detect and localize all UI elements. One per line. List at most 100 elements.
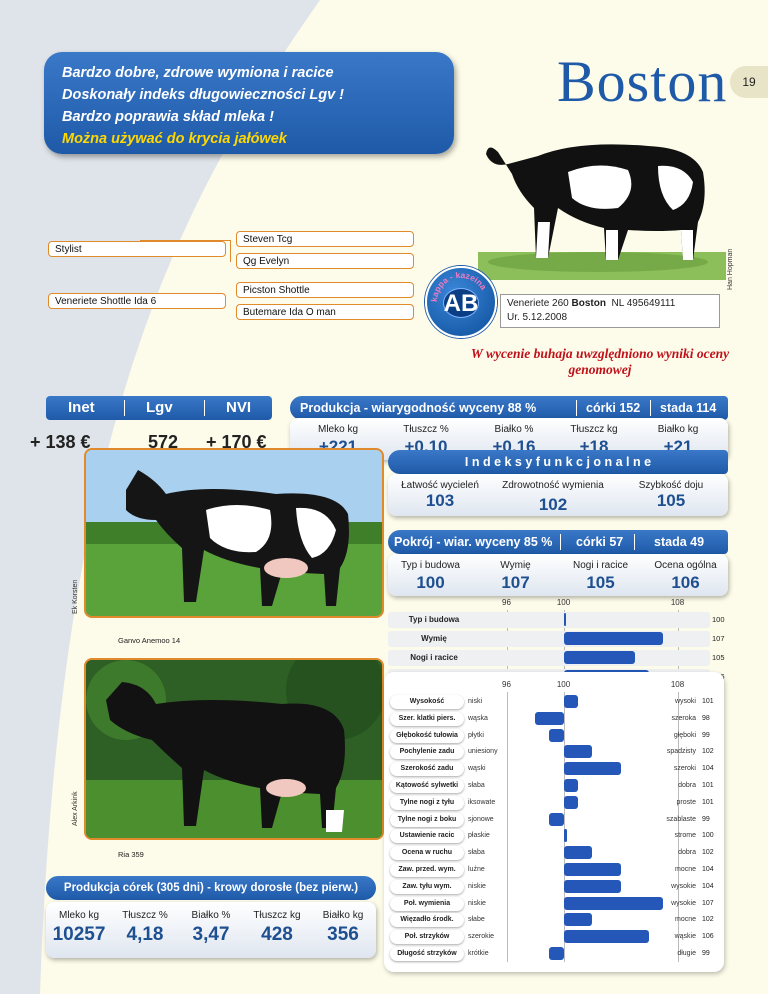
- production-daughters: córki 152: [586, 401, 641, 415]
- type-panel: Typ i budowa Wymię Nogi i racice Ocena o…: [388, 554, 728, 596]
- dam-photo: [84, 448, 384, 618]
- production-title: Produkcja - wiarygodność wyceny 88 %: [300, 401, 537, 415]
- logo-ring: kappa - kazeina: [429, 270, 489, 302]
- functional-value: 105: [656, 491, 686, 510]
- type-herds: stada 49: [654, 535, 705, 549]
- granddam-caption: Ria 359: [118, 850, 144, 859]
- index-label-lgv: Lgv: [146, 399, 173, 416]
- headline-3: Bardzo poprawia skład mleka !: [62, 109, 274, 125]
- logo-ring-text: kappa - kazeina: [429, 270, 489, 302]
- indices-header: Inet Lgv NVI: [46, 396, 272, 420]
- functional-label: Łatwość wycieleń: [401, 480, 479, 491]
- summary-category-label: Nogi i racice: [410, 653, 458, 662]
- summary-bar: [563, 613, 566, 626]
- granddam-photo-image: [86, 660, 382, 838]
- logo-text: AB: [443, 290, 479, 317]
- production-label: Mleko kg: [317, 424, 358, 435]
- page-number: 19: [730, 66, 768, 98]
- index-label-inet: Inet: [68, 399, 95, 416]
- bull-reg: NL 495649111: [611, 298, 676, 309]
- svg-text:kappa - kazeina: kappa - kazeina: [429, 270, 489, 302]
- type-value: 106: [671, 573, 700, 592]
- bull-name: Boston: [571, 298, 606, 309]
- index-value-inet: + 138 €: [30, 432, 91, 452]
- functional-value: 103: [425, 491, 455, 510]
- summary-tick-label: 96: [502, 598, 511, 607]
- logo-inner: [443, 288, 479, 318]
- bull-prefix: Veneriete 260: [507, 298, 569, 309]
- type-value: 105: [586, 573, 615, 592]
- type-label: Wymię: [500, 560, 531, 571]
- production-herds: stada 114: [660, 401, 717, 415]
- sire-box: Stylist: [48, 241, 226, 257]
- headline-box: Bardzo dobre, zdrowe wymiona i racice Do…: [44, 52, 454, 154]
- production-label: Tłuszcz %: [403, 424, 449, 435]
- summary-tick-label: 100: [556, 598, 571, 607]
- summary-value-label: 107: [712, 634, 725, 643]
- functional-panel: Łatwość wycieleń Zdrowotność wymienia Sz…: [388, 474, 728, 516]
- bull-photo: [478, 144, 726, 280]
- granddam-photo: [84, 658, 384, 840]
- divider: [650, 400, 651, 416]
- linear-traits-panel: [384, 672, 724, 972]
- dam-sire-box: Picston Shottle: [236, 282, 414, 298]
- functional-value: 102: [538, 495, 568, 514]
- summary-bar: [563, 632, 664, 645]
- summary-tick-label: 108: [670, 598, 685, 607]
- dam-photo-image: [86, 450, 382, 616]
- type-label: Ocena ogólna: [654, 560, 717, 571]
- daughters-label: Białko kg: [322, 910, 364, 921]
- type-label: Typ i budowa: [401, 560, 460, 571]
- pedigree-line: [230, 240, 231, 262]
- daughters-label: Mleko kg: [58, 910, 99, 921]
- functional-header: I n d e k s y f u n k c j o n a l n e: [388, 450, 728, 474]
- bull-title: Boston: [557, 49, 728, 114]
- sire-dam-box: Qg Evelyn: [236, 253, 414, 269]
- summary-category-label: Wymię: [421, 634, 447, 643]
- type-label: Nogi i racice: [572, 560, 629, 571]
- production-label: Białko kg: [657, 424, 699, 435]
- headline-4: Można używać do krycia jałówek: [62, 131, 287, 147]
- headline-2: Doskonały indeks długowieczności Lgv !: [62, 87, 344, 103]
- summary-category-label: Typ i budowa: [408, 615, 460, 624]
- daughters-value: 4,18: [126, 924, 164, 945]
- production-header: Produkcja - wiarygodność wyceny 88 % cór…: [290, 396, 728, 420]
- daughters-prod-header: Produkcja córek (305 dni) - krowy dorosł…: [46, 876, 376, 900]
- daughters-value: 3,47: [192, 924, 230, 945]
- daughters-label: Tłuszcz %: [122, 910, 168, 921]
- index-value-nvi: + 170 €: [206, 432, 267, 452]
- index-value-lgv: 572: [148, 432, 179, 452]
- kappa-kazeina-logo: AB kappa - kazeina: [425, 266, 497, 338]
- dam-box: Veneriete Shottle Ida 6: [48, 293, 226, 309]
- production-label: Białko %: [494, 424, 534, 435]
- functional-label: Szybkość doju: [638, 480, 704, 491]
- summary-row-bg: [388, 612, 710, 628]
- summary-value-label: 105: [712, 653, 725, 662]
- divider: [204, 400, 205, 416]
- dam-photo-credit: Ek Korsten: [72, 579, 79, 614]
- divider: [634, 534, 635, 550]
- dam-dam-box: Butemare Ida O man: [236, 304, 414, 320]
- bull-born: Ur. 5.12.2008: [507, 312, 568, 323]
- granddam-photo-credit: Alex Arkink: [72, 791, 79, 826]
- bull-photo-credit: Han Hopman: [727, 248, 734, 290]
- genomic-note: W wycenie buhaja uwzględniono wyniki oce…: [470, 346, 730, 377]
- divider: [576, 400, 577, 416]
- daughters-value: 356: [327, 924, 359, 945]
- daughters-value: 10257: [52, 924, 106, 945]
- daughters-label: Tłuszcz kg: [253, 910, 301, 921]
- production-label: Tłuszcz kg: [570, 424, 618, 435]
- sire-sire-box: Steven Tcg: [236, 231, 414, 247]
- type-daughters: córki 57: [576, 535, 624, 549]
- type-header: Pokrój - wiar. wyceny 85 % córki 57 stad…: [388, 530, 728, 554]
- headline-1: Bardzo dobre, zdrowe wymiona i racice: [62, 65, 334, 81]
- bull-info-box: Veneriete 260 Boston NL 495649111 Ur. 5.…: [500, 294, 720, 328]
- summary-bar: [563, 651, 635, 664]
- daughters-prod-panel: Mleko kg Tłuszcz % Białko % Tłuszcz kg B…: [46, 902, 376, 958]
- daughters-value: 428: [261, 924, 293, 945]
- type-value: 100: [416, 573, 445, 592]
- divider: [124, 400, 125, 416]
- daughters-label: Białko %: [191, 910, 231, 921]
- dam-caption: Ganvo Anemoo 14: [118, 636, 181, 645]
- type-title: Pokrój - wiar. wyceny 85 %: [394, 535, 553, 549]
